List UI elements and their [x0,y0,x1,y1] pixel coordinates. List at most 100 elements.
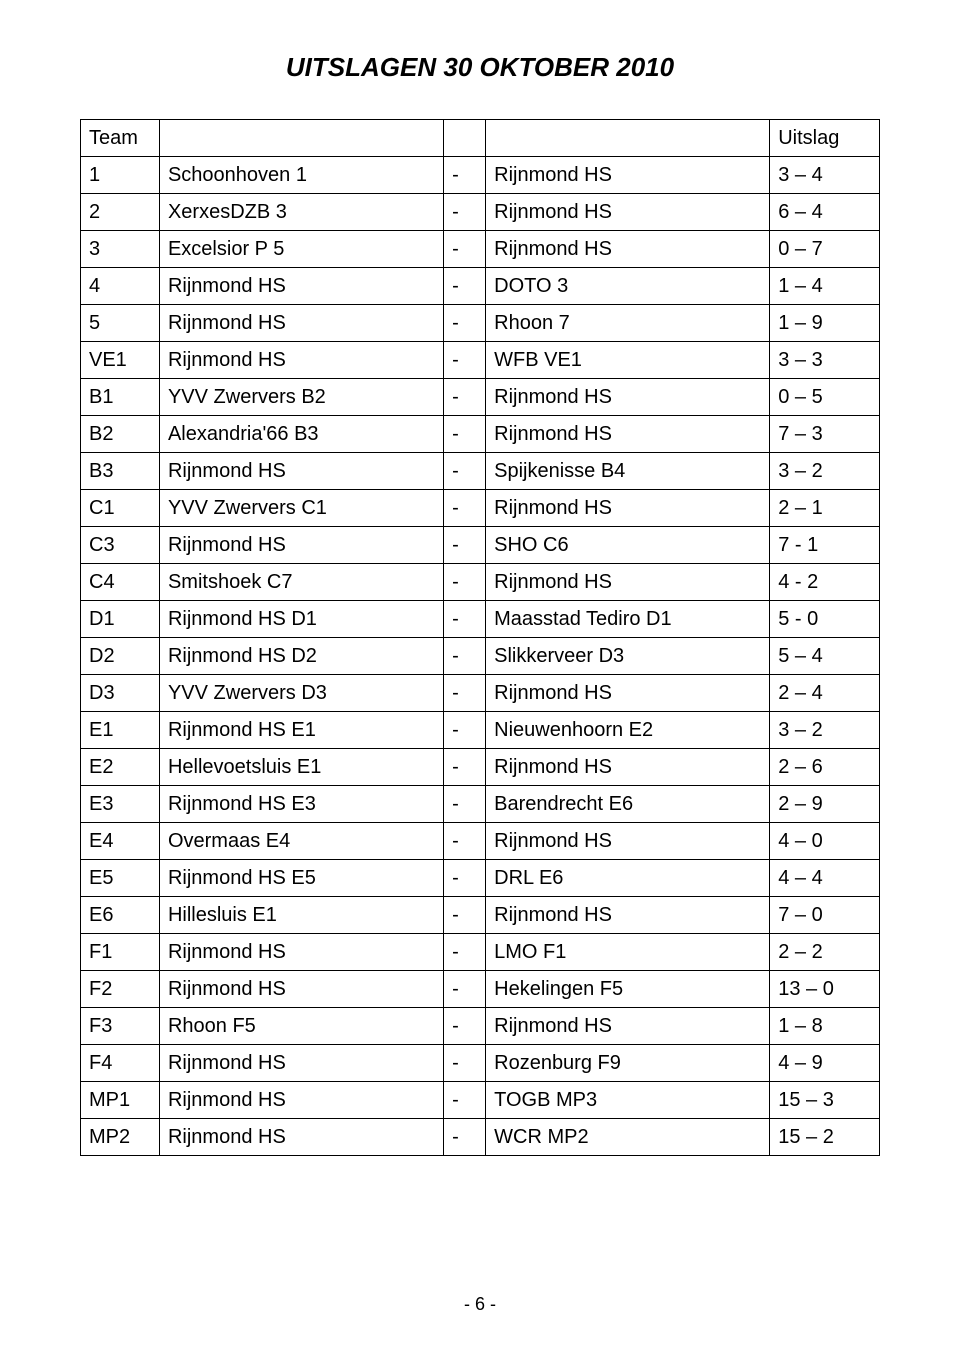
cell-home-team: Rijnmond HS [159,1045,443,1082]
cell-dash: - [444,527,486,564]
cell-home-team: YVV Zwervers D3 [159,675,443,712]
cell-score: 0 – 7 [770,231,880,268]
cell-dash: - [444,638,486,675]
table-row: F3Rhoon F5-Rijnmond HS1 – 8 [81,1008,880,1045]
cell-dash: - [444,934,486,971]
table-row: 5Rijnmond HS-Rhoon 71 – 9 [81,305,880,342]
cell-home-team: Rijnmond HS [159,934,443,971]
cell-team-code: 5 [81,305,160,342]
cell-away-team: WCR MP2 [486,1119,770,1156]
cell-away-team: Rijnmond HS [486,1008,770,1045]
table-row: B1YVV Zwervers B2-Rijnmond HS0 – 5 [81,379,880,416]
cell-dash: - [444,712,486,749]
cell-team-code: E3 [81,786,160,823]
cell-score: 5 - 0 [770,601,880,638]
cell-away-team: DOTO 3 [486,268,770,305]
cell-dash: - [444,971,486,1008]
cell-away-team: Nieuwenhoorn E2 [486,712,770,749]
cell-away-team: LMO F1 [486,934,770,971]
header-home-blank [159,120,443,157]
cell-dash: - [444,157,486,194]
cell-score: 2 – 4 [770,675,880,712]
cell-team-code: F3 [81,1008,160,1045]
cell-away-team: TOGB MP3 [486,1082,770,1119]
cell-team-code: F2 [81,971,160,1008]
page-title: UITSLAGEN 30 OKTOBER 2010 [80,52,880,83]
cell-home-team: Rijnmond HS [159,971,443,1008]
cell-score: 3 – 4 [770,157,880,194]
cell-dash: - [444,268,486,305]
document-page: UITSLAGEN 30 OKTOBER 2010 Team Uitslag 1… [0,0,960,1345]
cell-home-team: Rijnmond HS [159,527,443,564]
table-row: F1Rijnmond HS-LMO F12 – 2 [81,934,880,971]
table-row: C3Rijnmond HS-SHO C67 - 1 [81,527,880,564]
cell-home-team: Overmaas E4 [159,823,443,860]
table-row: E4Overmaas E4-Rijnmond HS4 – 0 [81,823,880,860]
cell-score: 1 – 8 [770,1008,880,1045]
cell-away-team: Rijnmond HS [486,231,770,268]
cell-home-team: Alexandria'66 B3 [159,416,443,453]
cell-score: 5 – 4 [770,638,880,675]
table-row: C1YVV Zwervers C1-Rijnmond HS2 – 1 [81,490,880,527]
cell-dash: - [444,490,486,527]
cell-team-code: VE1 [81,342,160,379]
cell-score: 2 – 1 [770,490,880,527]
cell-home-team: Hellevoetsluis E1 [159,749,443,786]
header-uitslag: Uitslag [770,120,880,157]
cell-team-code: MP2 [81,1119,160,1156]
cell-away-team: Rijnmond HS [486,194,770,231]
cell-dash: - [444,194,486,231]
cell-away-team: Rijnmond HS [486,823,770,860]
cell-away-team: Rijnmond HS [486,749,770,786]
cell-score: 7 – 0 [770,897,880,934]
cell-score: 2 – 9 [770,786,880,823]
cell-score: 15 – 3 [770,1082,880,1119]
cell-away-team: Rijnmond HS [486,157,770,194]
cell-dash: - [444,231,486,268]
table-row: 4Rijnmond HS-DOTO 31 – 4 [81,268,880,305]
cell-home-team: Smitshoek C7 [159,564,443,601]
cell-score: 3 – 2 [770,712,880,749]
cell-home-team: Rijnmond HS D2 [159,638,443,675]
cell-home-team: Rijnmond HS [159,453,443,490]
table-row: E2Hellevoetsluis E1-Rijnmond HS2 – 6 [81,749,880,786]
cell-dash: - [444,601,486,638]
cell-score: 7 - 1 [770,527,880,564]
cell-home-team: XerxesDZB 3 [159,194,443,231]
cell-dash: - [444,675,486,712]
cell-home-team: YVV Zwervers B2 [159,379,443,416]
cell-dash: - [444,379,486,416]
cell-away-team: Rhoon 7 [486,305,770,342]
cell-dash: - [444,1008,486,1045]
results-table: Team Uitslag 1Schoonhoven 1-Rijnmond HS3… [80,119,880,1156]
cell-home-team: Rijnmond HS E5 [159,860,443,897]
cell-home-team: Rijnmond HS [159,305,443,342]
cell-score: 15 – 2 [770,1119,880,1156]
table-row: E6Hillesluis E1-Rijnmond HS7 – 0 [81,897,880,934]
cell-team-code: E2 [81,749,160,786]
cell-away-team: Rozenburg F9 [486,1045,770,1082]
cell-home-team: Excelsior P 5 [159,231,443,268]
page-footer: - 6 - [0,1294,960,1315]
cell-away-team: Maasstad Tediro D1 [486,601,770,638]
cell-score: 2 – 2 [770,934,880,971]
table-row: C4Smitshoek C7-Rijnmond HS4 - 2 [81,564,880,601]
cell-team-code: D1 [81,601,160,638]
cell-score: 7 – 3 [770,416,880,453]
cell-away-team: Rijnmond HS [486,675,770,712]
cell-score: 3 – 2 [770,453,880,490]
table-row: D1Rijnmond HS D1-Maasstad Tediro D15 - 0 [81,601,880,638]
table-row: MP2Rijnmond HS-WCR MP215 – 2 [81,1119,880,1156]
table-row: VE1Rijnmond HS-WFB VE13 – 3 [81,342,880,379]
cell-score: 2 – 6 [770,749,880,786]
cell-team-code: D3 [81,675,160,712]
cell-away-team: WFB VE1 [486,342,770,379]
cell-team-code: D2 [81,638,160,675]
cell-home-team: YVV Zwervers C1 [159,490,443,527]
cell-away-team: Rijnmond HS [486,564,770,601]
cell-team-code: B3 [81,453,160,490]
table-row: D2Rijnmond HS D2-Slikkerveer D35 – 4 [81,638,880,675]
cell-dash: - [444,453,486,490]
cell-team-code: C1 [81,490,160,527]
cell-home-team: Rijnmond HS [159,342,443,379]
